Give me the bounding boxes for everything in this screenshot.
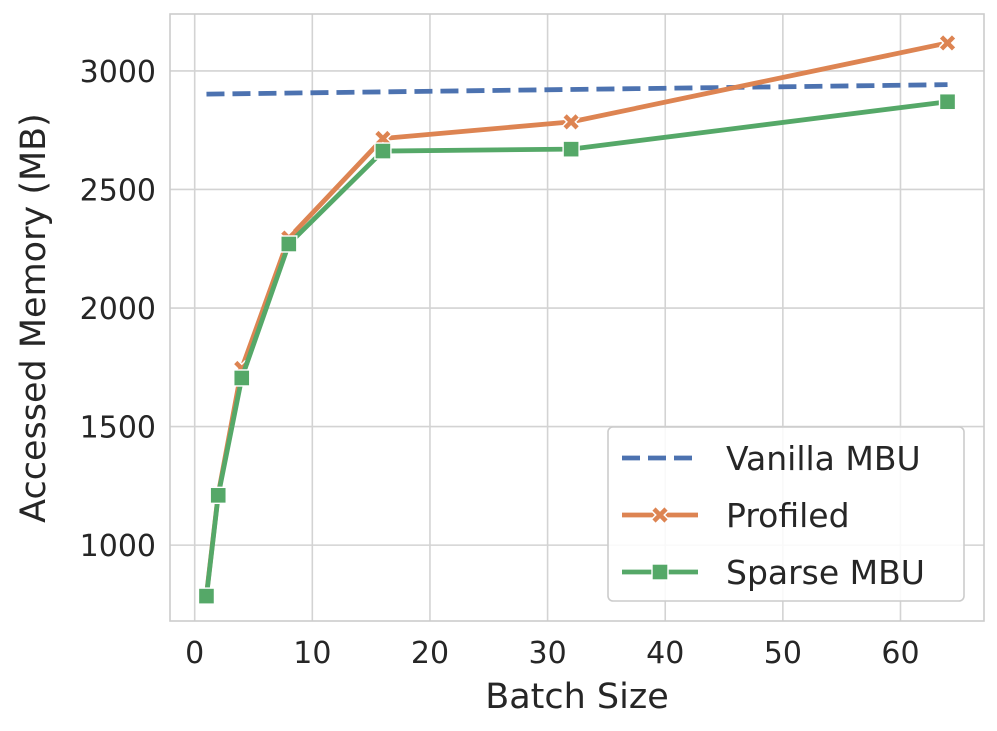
x-axis-label: Batch Size (485, 677, 669, 717)
legend-label: Vanilla MBU (726, 439, 921, 478)
y-tick-label: 3000 (80, 55, 156, 90)
x-tick-label: 40 (646, 636, 684, 671)
tick-labels: 0 10 20 30 40 50 60 1000 1500 2000 2500 3000 (80, 55, 920, 671)
plot-frame (169, 13, 985, 622)
data-point-sparse-mbu (938, 93, 957, 111)
y-tick-label: 2000 (80, 292, 156, 327)
data-point-sparse-mbu (197, 587, 216, 605)
y-tick-label: 1000 (80, 529, 156, 564)
data-point-sparse-mbu (280, 235, 298, 253)
y-axis-label: Accessed Memory (MB) (14, 113, 54, 523)
y-tick-label: 2500 (80, 173, 156, 208)
data-point-sparse-mbu (374, 142, 392, 160)
legend: Vanilla MBU Profiled Sparse MBU (607, 426, 965, 602)
legend-label: Sparse MBU (726, 553, 925, 592)
x-tick-label: 20 (411, 636, 449, 671)
data-point-profiled (938, 34, 957, 52)
series-line-vanilla-mbu (206, 82, 948, 97)
x-tick-label: 10 (293, 636, 331, 671)
data-point-sparse-mbu (562, 140, 580, 158)
legend-item-profiled: Profiled (622, 496, 850, 535)
legend-marker (651, 506, 669, 524)
x-tick-label: 30 (528, 636, 566, 671)
series-vanilla-mbu (206, 82, 948, 97)
y-tick-label: 1500 (80, 411, 156, 446)
x-tick-label: 50 (764, 636, 802, 671)
legend-label: Profiled (726, 496, 850, 535)
data-point-sparse-mbu (233, 369, 251, 387)
legend-item-vanilla-mbu: Vanilla MBU (622, 439, 921, 478)
legend-box (607, 426, 965, 602)
series-sparse-mbu (197, 93, 957, 605)
grid (170, 14, 984, 621)
data-point-profiled (562, 113, 580, 131)
series-group (197, 34, 957, 605)
legend-item-sparse-mbu: Sparse MBU (622, 553, 925, 592)
x-tick-label: 60 (881, 636, 919, 671)
legend-marker (651, 563, 669, 581)
data-point-sparse-mbu (209, 486, 227, 505)
x-tick-label: 0 (185, 636, 204, 671)
